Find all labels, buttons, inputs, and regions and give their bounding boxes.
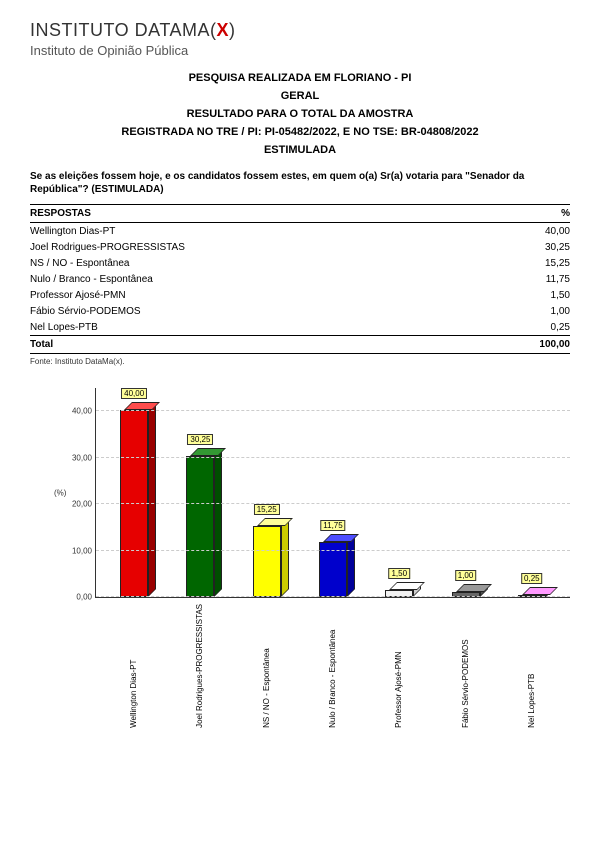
bar-side [347, 534, 355, 597]
bar-slot: 40,00 [101, 388, 167, 597]
row-value: 15,25 [545, 258, 570, 269]
bar-value-label: 15,25 [254, 504, 280, 515]
x-label-text: Nel Lopes-PTB [527, 604, 536, 728]
x-label: Fábio Sérvio-PODEMOS [432, 598, 498, 728]
bar-value-label: 1,00 [455, 570, 477, 581]
header-line-3: RESULTADO PARA O TOTAL DA AMOSTRA [30, 108, 570, 120]
bar-side [148, 402, 156, 597]
x-label-text: Wellington Dias-PT [129, 604, 138, 728]
bar-front [186, 456, 214, 597]
row-label: Nel Lopes-PTB [30, 322, 98, 333]
y-tick-label: 20,00 [72, 500, 92, 509]
headers-block: PESQUISA REALIZADA EM FLORIANO - PI GERA… [30, 72, 570, 156]
x-label: Nulo / Branco - Espontânea [299, 598, 365, 728]
table-header: RESPOSTAS % [30, 204, 570, 223]
bar-slot: 1,50 [366, 388, 432, 597]
bar-value-label: 40,00 [121, 388, 147, 399]
table-row: Nel Lopes-PTB 0,25 [30, 319, 570, 335]
y-tick-label: 10,00 [72, 546, 92, 555]
bar-slot: 11,75 [300, 388, 366, 597]
grid-line [96, 457, 570, 458]
bar-side [214, 448, 222, 597]
logo-text: INSTITUTO DATAMA( [30, 20, 217, 40]
logo-block: INSTITUTO DATAMA(X) [30, 20, 570, 41]
total-label: Total [30, 339, 53, 350]
x-label-text: Fábio Sérvio-PODEMOS [461, 604, 470, 728]
x-label: Wellington Dias-PT [100, 598, 166, 728]
table-row: Fábio Sérvio-PODEMOS 1,00 [30, 303, 570, 319]
row-value: 0,25 [551, 322, 570, 333]
y-tick-label: 30,00 [72, 453, 92, 462]
row-label: Professor Ajosé-PMN [30, 290, 126, 301]
row-label: Wellington Dias-PT [30, 226, 115, 237]
bars-area: 40,00 30,25 15,25 11,75 1,50 1,00 0,25 [96, 388, 570, 597]
x-label: Joel Rodrigues-PROGRESSISTAS [166, 598, 232, 728]
table-row: NS / NO - Espontânea 15,25 [30, 255, 570, 271]
row-value: 40,00 [545, 226, 570, 237]
bar-chart: (%) 40,0030,2515,2511,751,501,000,25 0,0… [95, 388, 570, 598]
y-tick-label: 40,00 [72, 407, 92, 416]
bar-value-label: 30,25 [187, 434, 213, 445]
row-label: Nulo / Branco - Espontânea [30, 274, 153, 285]
bar-slot: 30,25 [167, 388, 233, 597]
grid-line [96, 503, 570, 504]
table-row: Wellington Dias-PT 40,00 [30, 223, 570, 239]
bar-top [522, 587, 558, 595]
grid-line [96, 410, 570, 411]
row-value: 30,25 [545, 242, 570, 253]
table-row: Nulo / Branco - Espontânea 11,75 [30, 271, 570, 287]
chart-container: (%) 40,00 30,25 15,25 11,75 1,50 1,00 0,25 0,0… [50, 388, 570, 728]
table-row: Joel Rodrigues-PROGRESSISTAS 30,25 [30, 239, 570, 255]
row-label: NS / NO - Espontânea [30, 258, 130, 269]
y-axis-label: (%) [54, 488, 66, 497]
source-text: Fonte: Instituto DataMa(x). [30, 357, 570, 366]
row-label: Fábio Sérvio-PODEMOS [30, 306, 141, 317]
header-line-2: GERAL [30, 90, 570, 102]
logo-x: X [217, 20, 230, 40]
x-label: NS / NO - Espontânea [233, 598, 299, 728]
bar-slot: 0,25 [499, 388, 565, 597]
bar-slot: 1,00 [432, 388, 498, 597]
row-value: 11,75 [546, 274, 570, 285]
bar: 15,25 [253, 526, 281, 597]
grid-line [96, 596, 570, 597]
table-total: Total 100,00 [30, 335, 570, 354]
page: INSTITUTO DATAMA(X) Instituto de Opinião… [0, 0, 600, 738]
header-line-5: ESTIMULADA [30, 144, 570, 156]
row-value: 1,50 [551, 290, 570, 301]
question-text: Se as eleições fossem hoje, e os candida… [30, 170, 570, 196]
header-line-4: REGISTRADA NO TRE / PI: PI-05482/2022, E… [30, 126, 570, 138]
bar-value-label: 11,75 [320, 520, 345, 531]
logo-close: ) [229, 20, 236, 40]
total-value: 100,00 [539, 339, 570, 350]
header-line-1: PESQUISA REALIZADA EM FLORIANO - PI [30, 72, 570, 84]
x-label-text: Nulo / Branco - Espontânea [328, 604, 337, 728]
y-tick-label: 0,00 [76, 593, 92, 602]
logo-subtitle: Instituto de Opinião Pública [30, 43, 570, 58]
table-body: Wellington Dias-PT 40,00 Joel Rodrigues-PR… [30, 223, 570, 335]
col-percent: % [561, 208, 570, 219]
bar-front [253, 526, 281, 597]
grid-line [96, 550, 570, 551]
bar-top [456, 584, 492, 592]
x-label-text: NS / NO - Espontânea [262, 604, 271, 728]
x-label: Nel Lopes-PTB [499, 598, 565, 728]
bar-slot: 15,25 [234, 388, 300, 597]
bar-value-label: 1,50 [388, 568, 410, 579]
x-labels: Wellington Dias-PT Joel Rodrigues-PROGRES… [95, 598, 570, 728]
table-row: Professor Ajosé-PMN 1,50 [30, 287, 570, 303]
x-label: Professor Ajosé-PMN [366, 598, 432, 728]
logo-main: INSTITUTO DATAMA(X) [30, 20, 236, 40]
x-label-text: Joel Rodrigues-PROGRESSISTAS [195, 604, 204, 728]
x-label-text: Professor Ajosé-PMN [394, 604, 403, 728]
col-respostas: RESPOSTAS [30, 208, 91, 219]
row-value: 1,00 [551, 306, 570, 317]
bar-value-label: 0,25 [521, 573, 543, 584]
bar: 30,25 [186, 456, 214, 597]
results-table: RESPOSTAS % Wellington Dias-PT 40,00 Joel … [30, 204, 570, 354]
bar-side [281, 518, 289, 597]
row-label: Joel Rodrigues-PROGRESSISTAS [30, 242, 185, 253]
